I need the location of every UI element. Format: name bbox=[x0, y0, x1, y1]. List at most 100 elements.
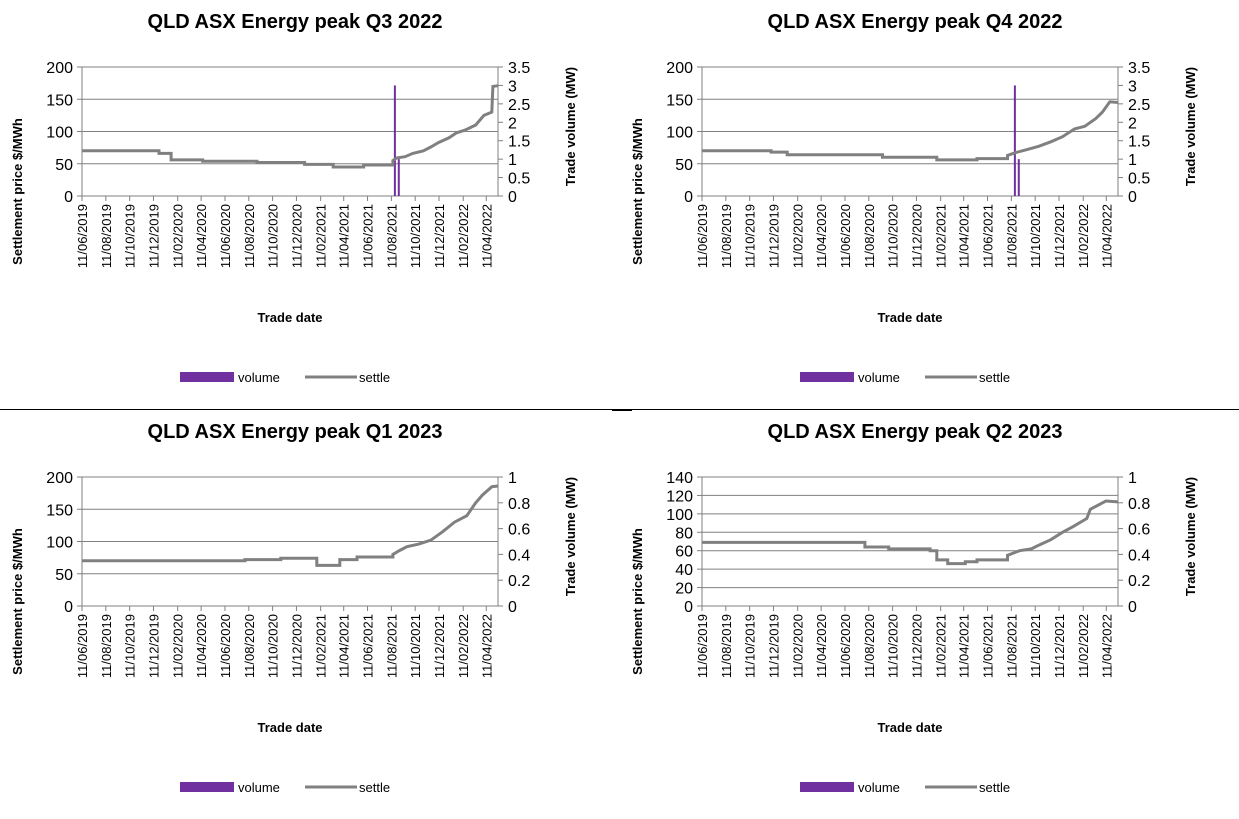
x-axis-label: Trade date bbox=[877, 310, 942, 325]
x-tick-label: 11/08/2021 bbox=[1004, 204, 1019, 268]
volume-bar bbox=[1013, 85, 1016, 196]
x-tick-label: 11/06/2021 bbox=[361, 614, 376, 678]
x-tick-label: 11/04/2020 bbox=[194, 614, 209, 678]
y-axis-label: Settlement price $/MWh bbox=[10, 528, 25, 675]
legend-volume-swatch bbox=[800, 782, 854, 792]
y2-tick-label: 0 bbox=[1128, 189, 1137, 206]
x-tick-label: 11/06/2021 bbox=[981, 614, 996, 678]
volume-bar bbox=[397, 159, 400, 196]
legend-volume-label: volume bbox=[858, 370, 900, 385]
chart-panel-q4-2022: QLD ASX Energy peak Q4 2022 0 50 100 150 200 0… bbox=[620, 0, 1239, 409]
x-tick-label: 11/04/2022 bbox=[1099, 204, 1114, 268]
y2-tick-label: 1 bbox=[508, 470, 517, 487]
y-axis-label: Settlement price $/MWh bbox=[630, 528, 645, 675]
y2-tick-label: 2.5 bbox=[1128, 97, 1150, 114]
y-tick-label: 100 bbox=[46, 125, 73, 142]
x-axis-label: Trade date bbox=[257, 720, 322, 735]
x-tick-label: 11/06/2021 bbox=[981, 204, 996, 268]
x-tick-label: 11/04/2022 bbox=[1099, 614, 1114, 678]
y2-tick-label: 1 bbox=[1128, 470, 1137, 487]
x-tick-label: 11/06/2020 bbox=[838, 614, 853, 678]
y-tick-label: 20 bbox=[675, 581, 693, 598]
x-tick-label: 11/12/2020 bbox=[289, 204, 304, 268]
x-tick-label: 11/02/2021 bbox=[314, 204, 329, 268]
y-tick-label: 100 bbox=[666, 125, 693, 142]
x-tick-label: 11/04/2021 bbox=[337, 204, 352, 268]
x-tick-label: 11/02/2022 bbox=[1076, 204, 1091, 268]
chart-title: QLD ASX Energy peak Q3 2022 bbox=[148, 11, 443, 33]
x-tick-label: 11/12/2021 bbox=[432, 204, 447, 268]
y-tick-label: 150 bbox=[46, 502, 73, 519]
x-tick-label: 11/10/2019 bbox=[123, 204, 138, 268]
y-tick-label: 0 bbox=[684, 599, 693, 616]
x-tick-label: 11/02/2021 bbox=[934, 204, 949, 268]
y-tick-label: 0 bbox=[64, 189, 73, 206]
x-tick-label: 11/06/2020 bbox=[218, 614, 233, 678]
x-tick-label: 11/02/2022 bbox=[1076, 614, 1091, 678]
legend-settle-label: settle bbox=[979, 780, 1010, 795]
chart-svg: QLD ASX Energy peak Q2 20230204060801001… bbox=[630, 421, 1198, 795]
y2-axis-label: Trade volume (MW) bbox=[563, 477, 578, 596]
y2-tick-label: 0.4 bbox=[1128, 547, 1150, 564]
y-axis-label: Settlement price $/MWh bbox=[630, 118, 645, 265]
x-tick-label: 11/12/2021 bbox=[1052, 204, 1067, 268]
y2-tick-label: 0.5 bbox=[1128, 171, 1150, 188]
settle-line bbox=[82, 84, 499, 169]
legend-volume-label: volume bbox=[238, 780, 280, 795]
x-tick-label: 11/04/2022 bbox=[479, 614, 494, 678]
x-tick-label: 11/02/2020 bbox=[171, 204, 186, 268]
x-tick-label: 11/04/2022 bbox=[479, 204, 494, 268]
x-tick-label: 11/02/2021 bbox=[934, 614, 949, 678]
legend-volume-swatch bbox=[180, 372, 234, 382]
volume-bar bbox=[393, 85, 396, 196]
x-tick-label: 11/06/2020 bbox=[218, 204, 233, 268]
y2-tick-label: 0.5 bbox=[508, 171, 530, 188]
chart-svg: QLD ASX Energy peak Q3 2022 0 50 100 150 200 0… bbox=[10, 11, 578, 385]
legend-volume-label: volume bbox=[858, 780, 900, 795]
y2-tick-label: 3 bbox=[1128, 78, 1137, 95]
x-tick-label: 11/12/2019 bbox=[146, 614, 161, 678]
y-tick-label: 200 bbox=[46, 470, 73, 487]
x-tick-label: 11/08/2019 bbox=[99, 614, 114, 678]
x-tick-label: 11/06/2019 bbox=[75, 204, 90, 268]
y2-tick-label: 0.2 bbox=[508, 573, 530, 590]
x-tick-label: 11/10/2019 bbox=[743, 204, 758, 268]
x-tick-label: 11/08/2019 bbox=[99, 204, 114, 268]
x-tick-label: 11/10/2021 bbox=[1028, 204, 1043, 268]
legend-settle-label: settle bbox=[359, 370, 390, 385]
x-tick-label: 11/02/2022 bbox=[456, 204, 471, 268]
x-tick-label: 11/04/2020 bbox=[194, 204, 209, 268]
y2-tick-label: 3.5 bbox=[508, 60, 530, 77]
y2-tick-label: 0.2 bbox=[1128, 573, 1150, 590]
y2-axis-label: Trade volume (MW) bbox=[1183, 67, 1198, 186]
chart-title: QLD ASX Energy peak Q2 2023 bbox=[768, 421, 1063, 443]
x-tick-label: 11/10/2020 bbox=[266, 204, 281, 268]
x-tick-label: 11/02/2021 bbox=[314, 614, 329, 678]
settle-line bbox=[82, 484, 499, 567]
x-tick-label: 11/08/2020 bbox=[242, 204, 257, 268]
x-tick-label: 11/10/2021 bbox=[408, 614, 423, 678]
legend-volume-label: volume bbox=[238, 370, 280, 385]
y2-tick-label: 1.5 bbox=[508, 134, 530, 151]
legend-settle-label: settle bbox=[979, 370, 1010, 385]
x-tick-label: 11/08/2020 bbox=[242, 614, 257, 678]
x-tick-label: 11/06/2019 bbox=[75, 614, 90, 678]
x-tick-label: 11/10/2021 bbox=[408, 204, 423, 268]
y-tick-label: 200 bbox=[666, 60, 693, 77]
y-tick-label: 50 bbox=[675, 157, 693, 174]
y-tick-label: 100 bbox=[666, 507, 693, 524]
y-tick-label: 0 bbox=[684, 189, 693, 206]
x-tick-label: 11/08/2021 bbox=[384, 614, 399, 678]
x-tick-label: 11/02/2022 bbox=[456, 614, 471, 678]
y-tick-label: 120 bbox=[666, 488, 693, 505]
x-axis-label: Trade date bbox=[257, 310, 322, 325]
divider-tick bbox=[612, 409, 632, 411]
chart-panel-q1-2023: QLD ASX Energy peak Q1 2023 0 50 100 150 200 0… bbox=[0, 410, 619, 819]
x-tick-label: 11/08/2019 bbox=[719, 204, 734, 268]
y2-tick-label: 0.6 bbox=[1128, 522, 1150, 539]
x-tick-label: 11/04/2020 bbox=[814, 614, 829, 678]
y2-tick-label: 3.5 bbox=[1128, 60, 1150, 77]
y-tick-label: 200 bbox=[46, 60, 73, 77]
x-tick-label: 11/08/2019 bbox=[719, 614, 734, 678]
x-tick-label: 11/08/2020 bbox=[862, 204, 877, 268]
